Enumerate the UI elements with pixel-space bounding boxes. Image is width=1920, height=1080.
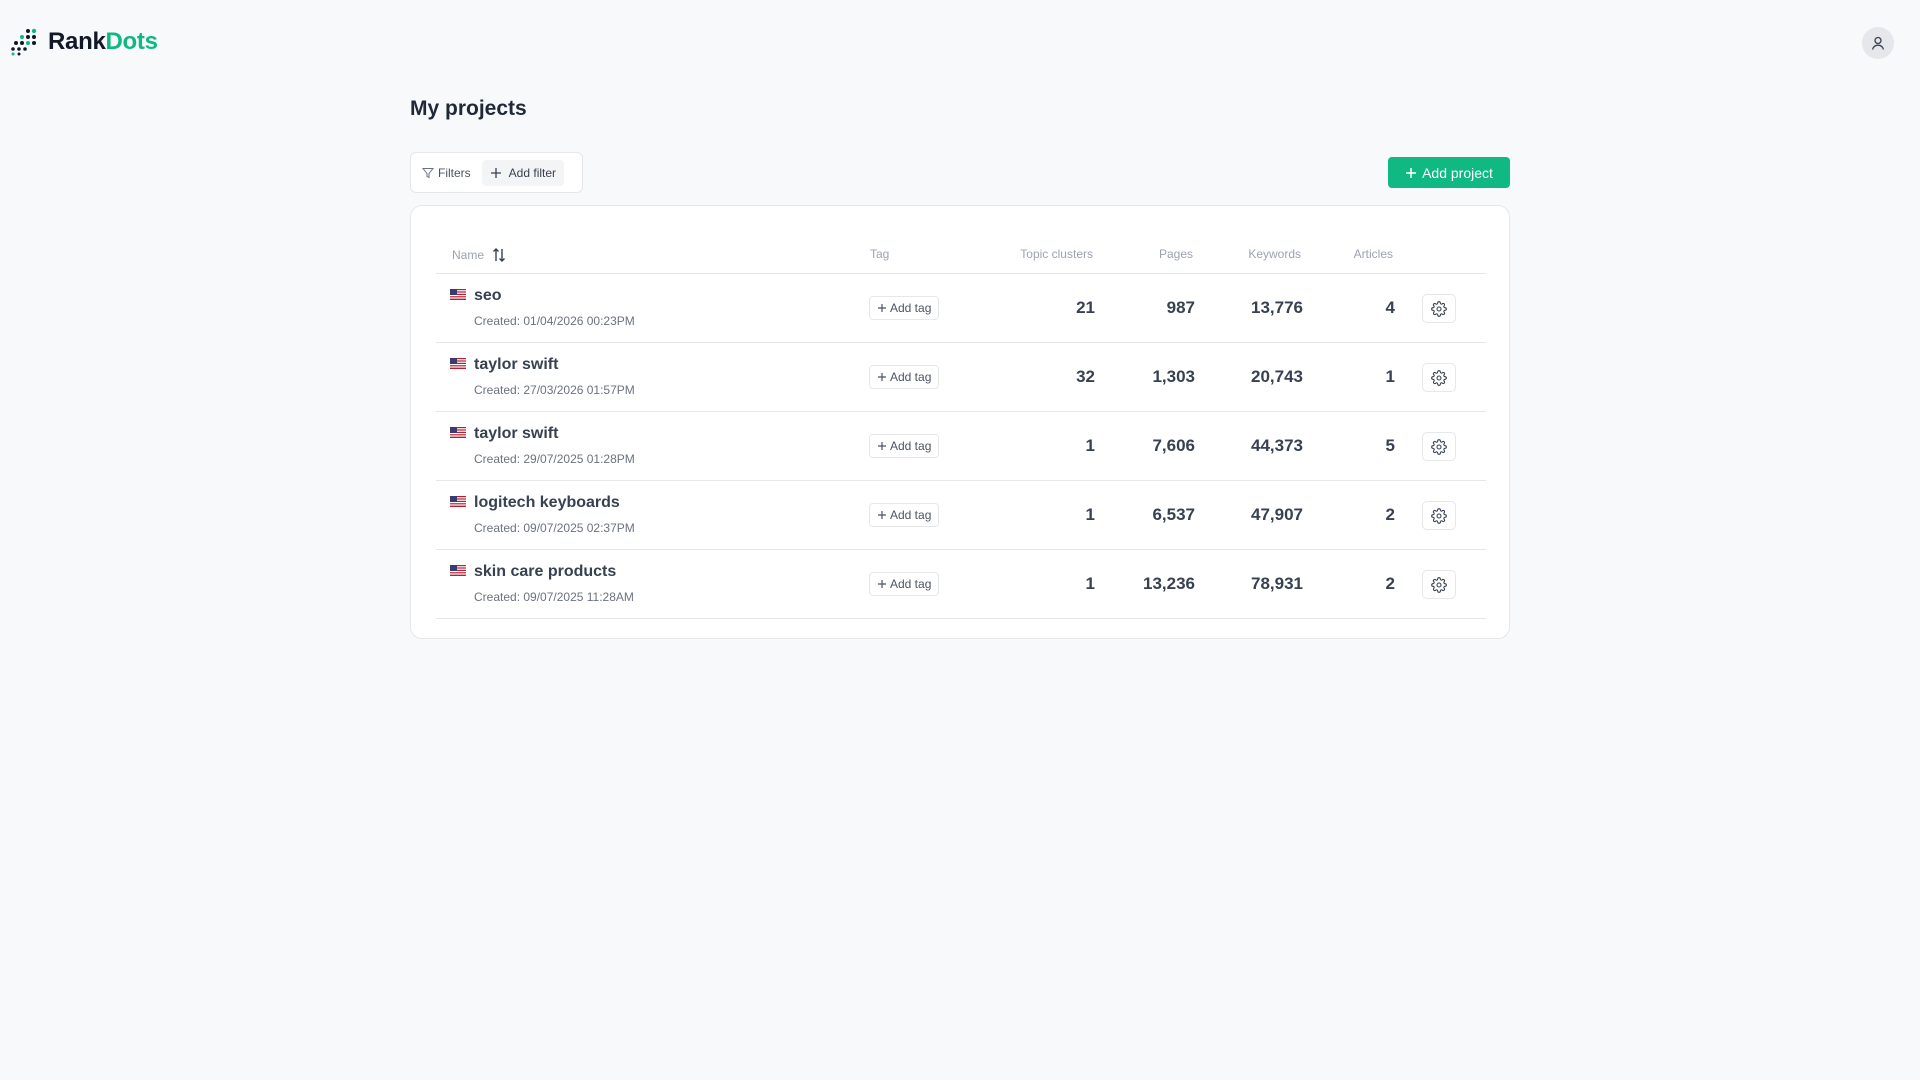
project-name[interactable]: skin care products <box>474 563 617 580</box>
us-flag-icon <box>450 427 466 438</box>
table-row[interactable]: logitech keyboards Created: 09/07/2025 0… <box>436 481 1486 550</box>
filter-bar: Filters Add filter <box>410 152 583 193</box>
project-name[interactable]: seo <box>474 287 502 304</box>
add-tag-label: Add tag <box>890 439 932 453</box>
plus-icon <box>490 167 501 178</box>
keywords-value: 78,931 <box>1251 574 1303 593</box>
pages-value: 987 <box>1166 298 1195 317</box>
add-tag-label: Add tag <box>890 508 932 522</box>
filters-label: Filters <box>438 165 471 180</box>
add-tag-button[interactable]: Add tag <box>869 503 940 527</box>
table-header: Name Tag Topic clusters Pages Keywords A… <box>436 234 1486 274</box>
topic-clusters-value: 21 <box>1076 298 1095 317</box>
project-settings-button[interactable] <box>1422 363 1456 392</box>
topic-clusters-value: 1 <box>1085 574 1095 593</box>
project-created-date: Created: 01/04/2026 00:23PM <box>474 314 635 328</box>
project-created-date: Created: 09/07/2025 02:37PM <box>474 521 635 535</box>
add-project-label: Add project <box>1422 164 1493 181</box>
column-header-keywords: Keywords <box>1248 247 1301 261</box>
topic-clusters-value: 1 <box>1085 505 1095 524</box>
funnel-icon <box>422 167 434 178</box>
project-name[interactable]: logitech keyboards <box>474 494 620 511</box>
plus-icon <box>878 373 886 381</box>
table-row[interactable]: seo Created: 01/04/2026 00:23PM Add tag … <box>436 274 1486 343</box>
us-flag-icon <box>450 358 466 369</box>
column-header-tag: Tag <box>870 247 890 261</box>
pages-value: 6,537 <box>1152 505 1195 524</box>
pages-value: 1,303 <box>1152 367 1195 386</box>
project-created-date: Created: 27/03/2026 01:57PM <box>474 383 635 397</box>
add-tag-button[interactable]: Add tag <box>869 296 940 320</box>
articles-value: 5 <box>1385 436 1395 455</box>
add-tag-label: Add tag <box>890 301 932 315</box>
articles-value: 1 <box>1385 367 1395 386</box>
topic-clusters-value: 1 <box>1085 436 1095 455</box>
project-created-date: Created: 09/07/2025 11:28AM <box>474 590 634 604</box>
filters-button[interactable]: Filters <box>415 160 478 186</box>
articles-value: 2 <box>1385 574 1395 593</box>
project-settings-button[interactable] <box>1422 501 1456 530</box>
keywords-value: 13,776 <box>1251 298 1303 317</box>
table-row[interactable]: taylor swift Created: 27/03/2026 01:57PM… <box>436 343 1486 412</box>
keywords-value: 20,743 <box>1251 367 1303 386</box>
column-header-topic-clusters: Topic clusters <box>1020 247 1093 261</box>
page-title: My projects <box>410 97 527 120</box>
articles-value: 2 <box>1385 505 1395 524</box>
user-icon <box>1871 36 1885 50</box>
us-flag-icon <box>450 496 466 507</box>
gear-icon <box>1431 576 1447 593</box>
add-filter-label: Add filter <box>508 165 557 180</box>
project-settings-button[interactable] <box>1422 432 1456 461</box>
gear-icon <box>1431 369 1447 386</box>
topic-clusters-value: 32 <box>1076 367 1095 386</box>
logo[interactable]: RankDots <box>10 28 158 56</box>
plus-icon <box>878 511 886 519</box>
table-row[interactable]: skin care products Created: 09/07/2025 1… <box>436 550 1486 619</box>
brand-name: RankDots <box>48 28 158 55</box>
add-tag-button[interactable]: Add tag <box>869 572 940 596</box>
gear-icon <box>1431 507 1447 524</box>
keywords-value: 47,907 <box>1251 505 1303 524</box>
dots-grid-icon <box>11 28 37 56</box>
plus-icon <box>1406 167 1417 178</box>
gear-icon <box>1431 438 1447 455</box>
project-settings-button[interactable] <box>1422 294 1456 323</box>
project-name[interactable]: taylor swift <box>474 425 559 442</box>
pages-value: 13,236 <box>1143 574 1195 593</box>
add-tag-label: Add tag <box>890 577 932 591</box>
pages-value: 7,606 <box>1152 436 1195 455</box>
add-tag-label: Add tag <box>890 370 932 384</box>
project-settings-button[interactable] <box>1422 570 1456 599</box>
keywords-value: 44,373 <box>1251 436 1303 455</box>
plus-icon <box>878 304 886 312</box>
gear-icon <box>1431 300 1447 317</box>
add-tag-button[interactable]: Add tag <box>869 434 940 458</box>
add-tag-button[interactable]: Add tag <box>869 365 940 389</box>
plus-icon <box>878 580 886 588</box>
plus-icon <box>878 442 886 450</box>
table-row[interactable]: taylor swift Created: 29/07/2025 01:28PM… <box>436 412 1486 481</box>
us-flag-icon <box>450 565 466 576</box>
user-avatar-button[interactable] <box>1862 27 1894 59</box>
articles-value: 4 <box>1385 298 1395 317</box>
add-filter-button[interactable]: Add filter <box>481 159 565 186</box>
add-project-button[interactable]: Add project <box>1388 157 1510 188</box>
project-name[interactable]: taylor swift <box>474 356 559 373</box>
us-flag-icon <box>450 289 466 300</box>
sort-icon[interactable] <box>492 247 506 263</box>
column-header-name[interactable]: Name <box>452 247 506 263</box>
column-header-pages: Pages <box>1158 247 1193 261</box>
column-header-articles: Articles <box>1353 247 1393 261</box>
projects-table: Name Tag Topic clusters Pages Keywords A… <box>410 205 1510 639</box>
project-created-date: Created: 29/07/2025 01:28PM <box>474 452 635 466</box>
